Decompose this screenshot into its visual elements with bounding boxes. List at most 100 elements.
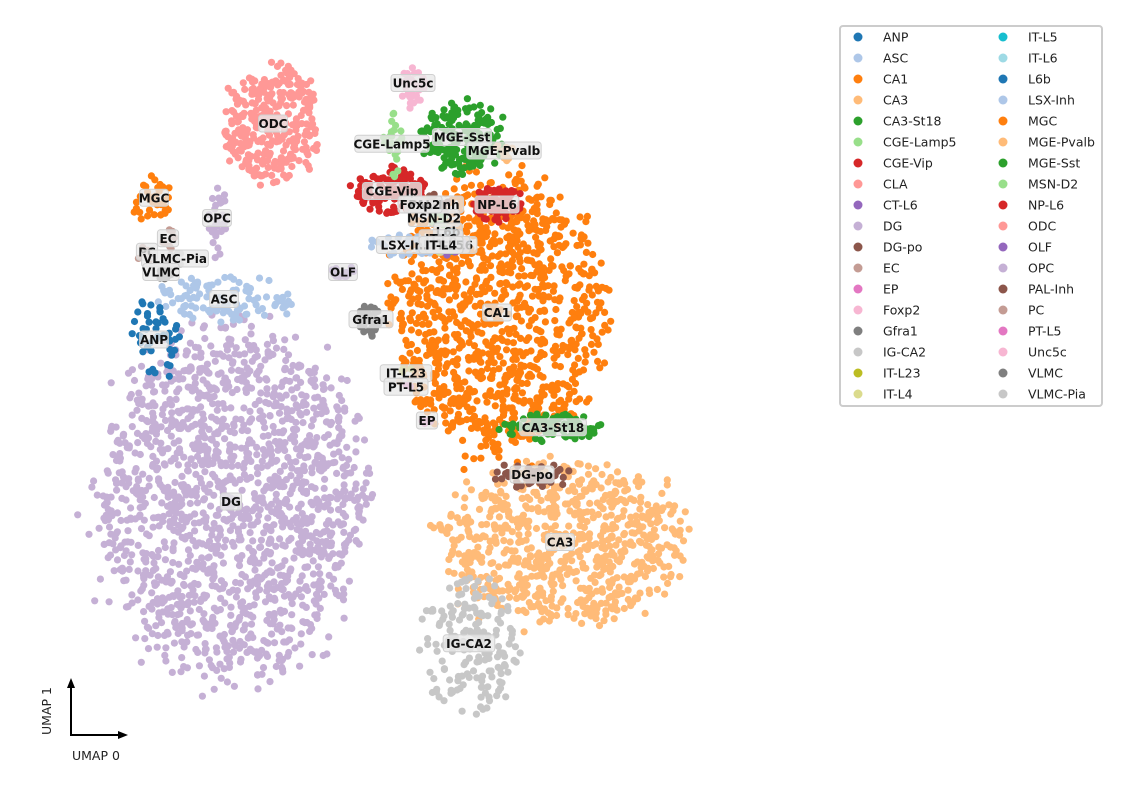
point bbox=[316, 546, 323, 553]
point bbox=[263, 377, 270, 384]
point bbox=[549, 215, 556, 222]
point bbox=[159, 599, 166, 606]
point bbox=[533, 356, 540, 363]
point bbox=[292, 419, 299, 426]
point bbox=[553, 331, 560, 338]
point bbox=[565, 523, 572, 530]
point bbox=[339, 454, 346, 461]
point bbox=[491, 290, 498, 297]
point bbox=[267, 620, 274, 627]
point bbox=[510, 554, 517, 561]
point bbox=[568, 337, 575, 344]
point bbox=[224, 678, 231, 685]
point bbox=[478, 684, 485, 691]
point bbox=[477, 610, 484, 617]
point bbox=[616, 558, 623, 565]
point bbox=[170, 489, 177, 496]
point bbox=[283, 301, 290, 308]
point bbox=[353, 435, 360, 442]
point bbox=[251, 77, 258, 84]
point bbox=[276, 483, 283, 490]
point bbox=[461, 184, 468, 191]
point bbox=[478, 330, 485, 337]
point bbox=[486, 697, 493, 704]
point bbox=[213, 307, 220, 314]
point bbox=[572, 509, 579, 516]
point bbox=[497, 189, 504, 196]
point bbox=[236, 533, 243, 540]
point bbox=[502, 693, 509, 700]
point bbox=[495, 219, 502, 226]
point bbox=[514, 232, 521, 239]
point bbox=[162, 644, 169, 651]
point bbox=[456, 122, 463, 129]
point bbox=[178, 510, 185, 517]
point bbox=[240, 404, 247, 411]
point bbox=[467, 329, 474, 336]
point bbox=[256, 397, 263, 404]
point bbox=[146, 482, 153, 489]
point bbox=[108, 379, 115, 386]
point bbox=[168, 423, 175, 430]
point bbox=[510, 348, 517, 355]
point bbox=[470, 103, 477, 110]
point bbox=[333, 470, 340, 477]
point bbox=[491, 187, 498, 194]
point bbox=[345, 456, 352, 463]
point bbox=[488, 494, 495, 501]
point bbox=[241, 302, 248, 309]
point bbox=[408, 270, 415, 277]
point bbox=[498, 679, 505, 686]
point bbox=[129, 366, 136, 373]
point bbox=[328, 419, 335, 426]
point bbox=[116, 469, 123, 476]
point bbox=[441, 404, 448, 411]
point bbox=[473, 397, 480, 404]
point bbox=[247, 529, 254, 536]
point bbox=[454, 600, 461, 607]
point bbox=[331, 439, 338, 446]
point bbox=[459, 155, 466, 162]
point bbox=[417, 396, 424, 403]
point bbox=[509, 356, 516, 363]
point bbox=[557, 576, 564, 583]
point bbox=[557, 558, 564, 565]
point bbox=[303, 81, 310, 88]
point bbox=[481, 656, 488, 663]
point bbox=[496, 238, 503, 245]
point bbox=[536, 585, 543, 592]
point bbox=[220, 353, 227, 360]
point bbox=[547, 197, 554, 204]
point bbox=[436, 620, 443, 627]
point bbox=[230, 543, 237, 550]
point bbox=[552, 306, 559, 313]
point bbox=[264, 548, 271, 555]
point bbox=[577, 241, 584, 248]
point bbox=[607, 568, 614, 575]
point bbox=[551, 502, 558, 509]
point bbox=[285, 351, 292, 358]
point bbox=[612, 589, 619, 596]
point bbox=[384, 280, 391, 287]
point bbox=[268, 172, 275, 179]
point bbox=[150, 388, 157, 395]
point bbox=[280, 346, 287, 353]
point bbox=[606, 584, 613, 591]
point bbox=[354, 494, 361, 501]
point bbox=[129, 599, 136, 606]
point bbox=[282, 142, 289, 149]
point bbox=[442, 363, 449, 370]
point bbox=[262, 105, 269, 112]
point bbox=[612, 542, 619, 549]
point bbox=[246, 408, 253, 415]
point bbox=[583, 249, 590, 256]
point bbox=[157, 440, 164, 447]
point bbox=[276, 410, 283, 417]
point bbox=[148, 606, 155, 613]
point bbox=[229, 358, 236, 365]
point bbox=[313, 537, 320, 544]
point bbox=[269, 559, 276, 566]
point bbox=[179, 524, 186, 531]
point bbox=[451, 275, 458, 282]
point bbox=[670, 527, 677, 534]
